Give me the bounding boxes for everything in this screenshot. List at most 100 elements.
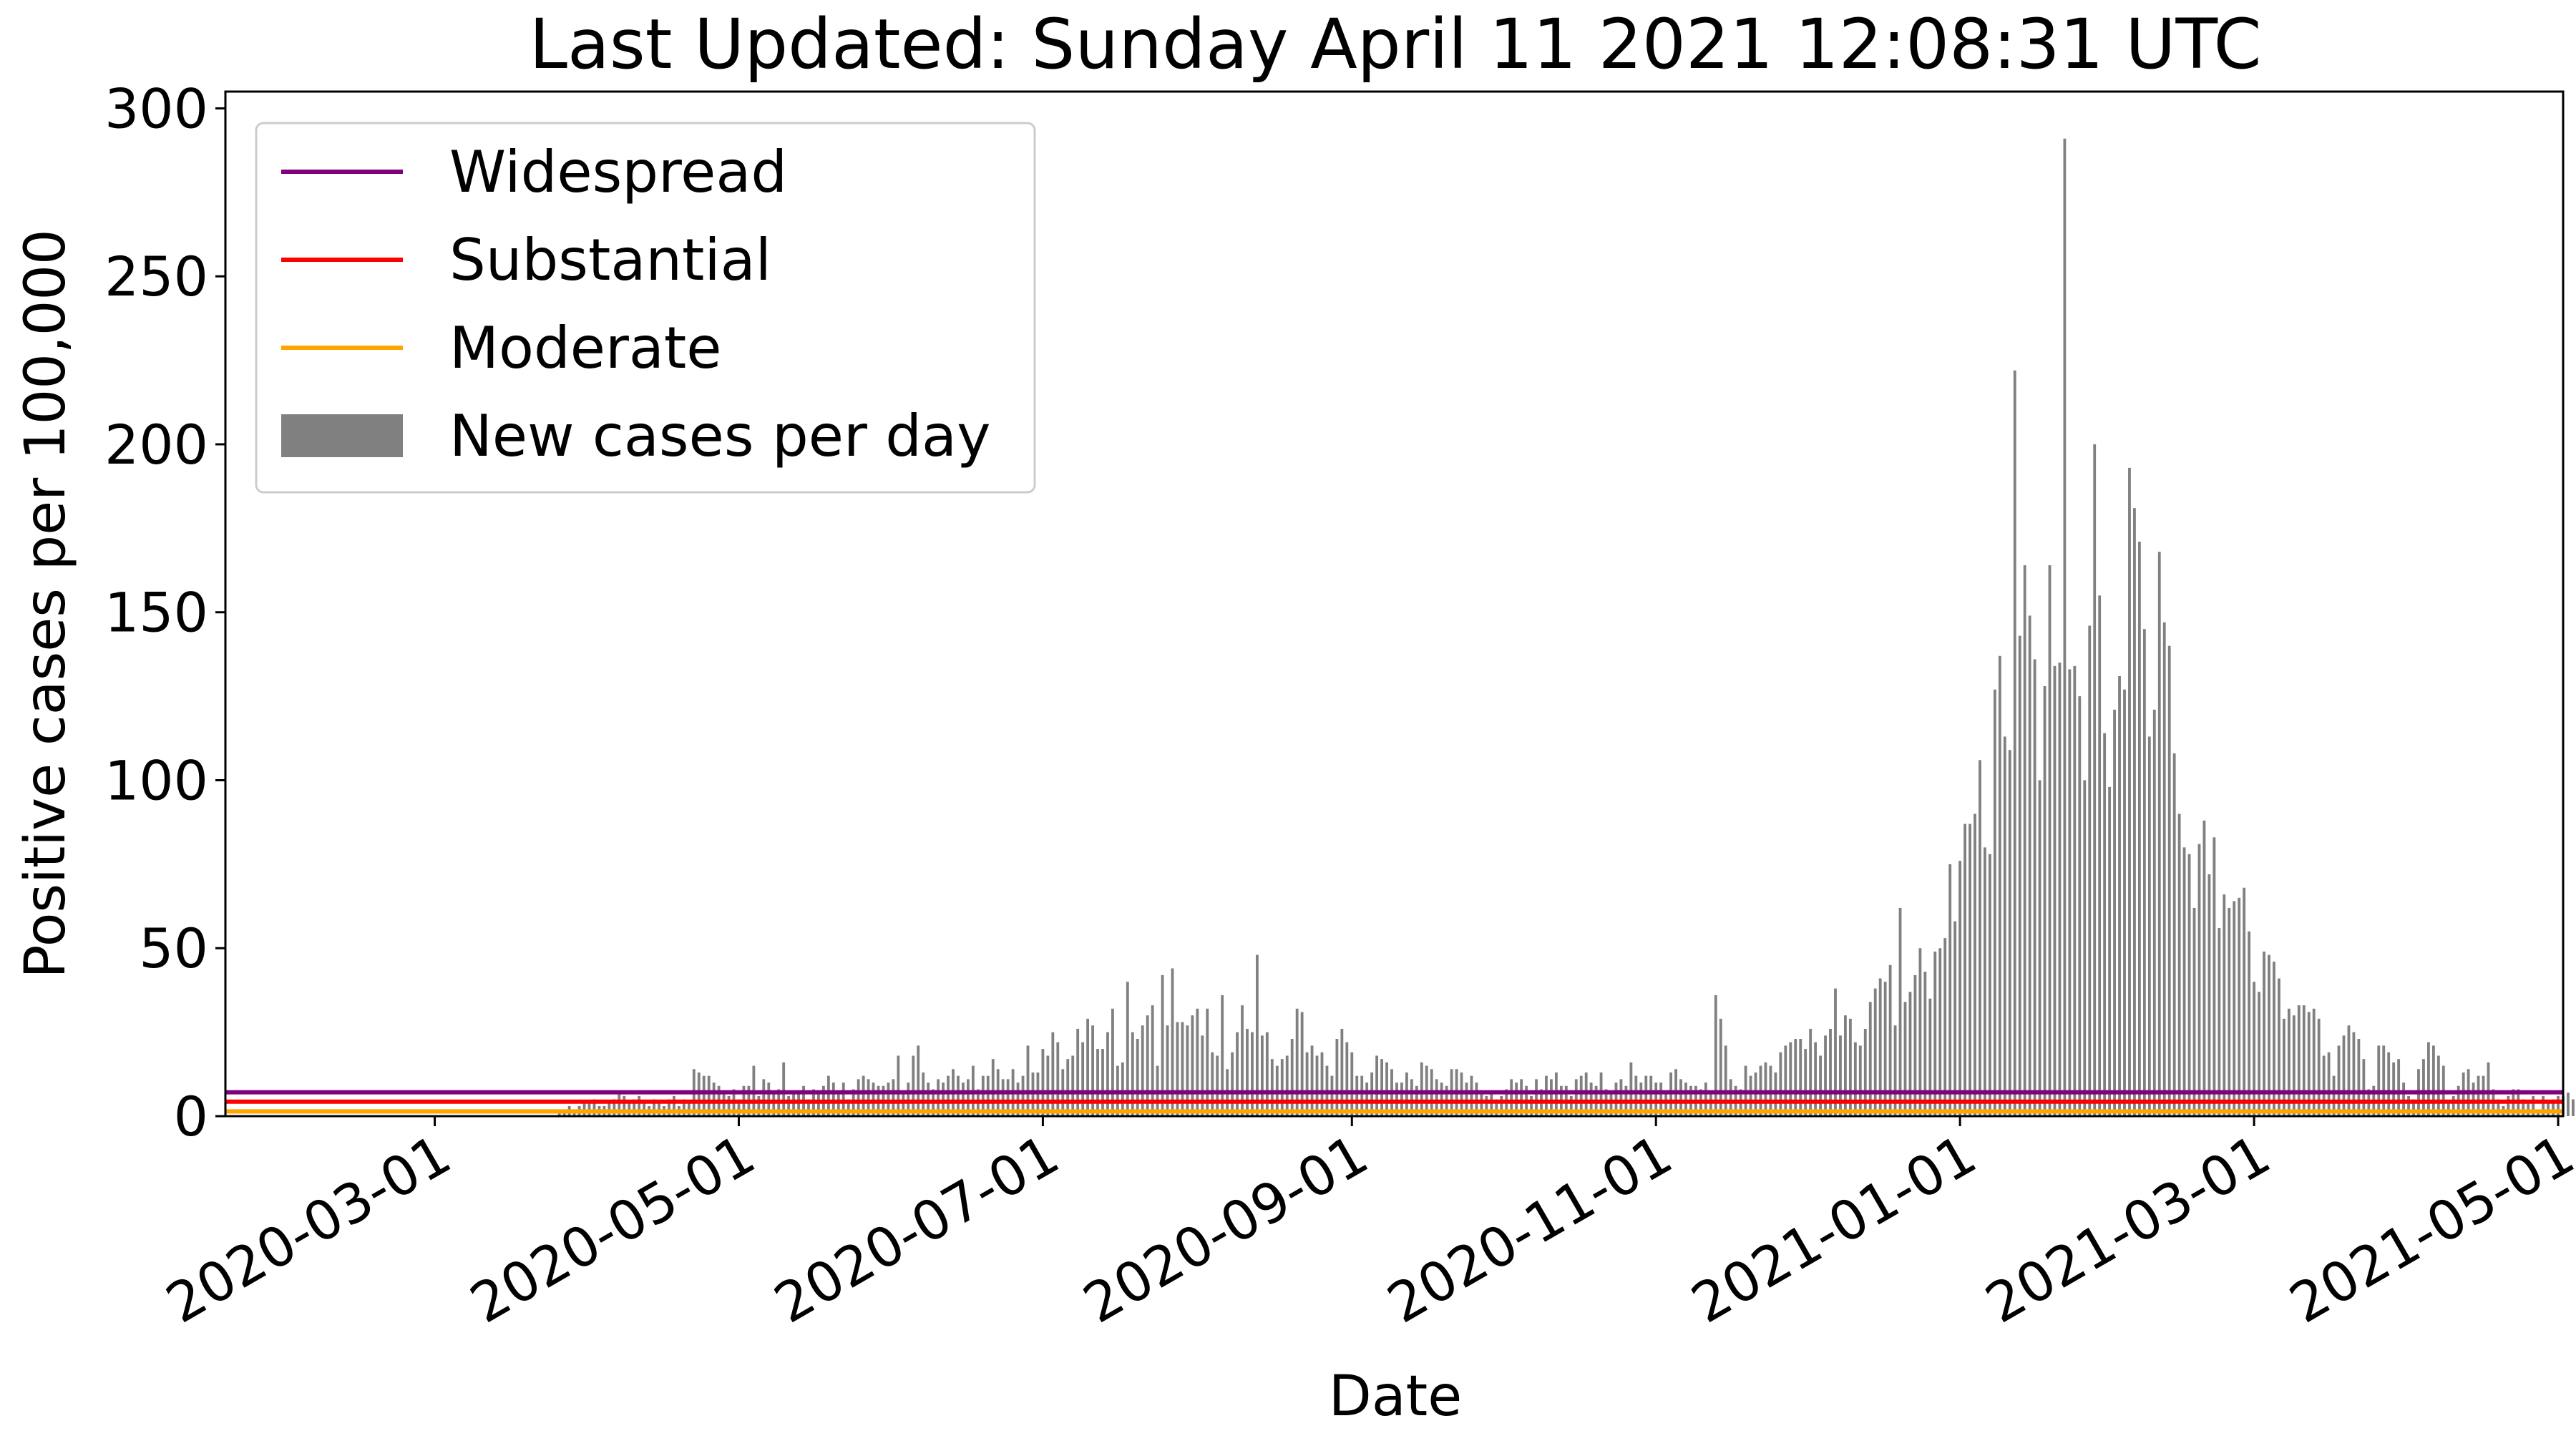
bar <box>2172 753 2176 1116</box>
bar <box>807 1099 810 1116</box>
bar <box>912 1055 915 1116</box>
bar <box>1131 1032 1134 1116</box>
bar <box>1485 1095 1488 1116</box>
bar <box>1704 1083 1707 1116</box>
bar <box>792 1093 796 1116</box>
bar <box>1789 1042 1792 1116</box>
bar <box>1515 1083 1518 1116</box>
bar <box>1265 1032 1269 1116</box>
bar <box>1659 1083 1663 1116</box>
bar <box>817 1093 820 1116</box>
bar <box>902 1093 905 1116</box>
bar <box>613 1099 616 1116</box>
bar <box>1953 921 1957 1116</box>
bar <box>2532 1095 2535 1116</box>
bar <box>772 1093 776 1116</box>
bar <box>2243 887 2246 1116</box>
bar <box>1868 1002 1872 1116</box>
bar <box>2357 1039 2361 1116</box>
bar <box>653 1099 655 1116</box>
bar <box>907 1083 910 1116</box>
bar <box>2147 736 2151 1116</box>
bar <box>1963 824 1967 1116</box>
bar <box>2093 444 2097 1116</box>
bar <box>2197 844 2201 1116</box>
bar <box>2487 1062 2490 1116</box>
bar <box>942 1083 945 1116</box>
bar <box>1310 1045 1314 1116</box>
bar <box>2023 565 2026 1116</box>
legend-patch-new-cases-per-day <box>281 414 403 457</box>
bar <box>1888 964 1892 1116</box>
bar <box>2078 696 2082 1116</box>
bar <box>1664 1093 1668 1116</box>
bar <box>1918 948 1922 1116</box>
bar <box>1071 1055 1075 1116</box>
bar <box>1006 1079 1010 1116</box>
bar <box>1679 1079 1682 1116</box>
bar <box>2228 907 2231 1116</box>
bar <box>712 1083 716 1116</box>
bar <box>1001 1079 1005 1116</box>
bar <box>1420 1062 1423 1116</box>
bar <box>1350 1052 1354 1116</box>
bar <box>782 1062 786 1116</box>
bar <box>831 1083 835 1116</box>
bar <box>2278 978 2280 1116</box>
bar <box>1853 1042 1857 1116</box>
bar <box>1784 1045 1787 1116</box>
bar <box>618 1093 621 1116</box>
bar <box>862 1075 865 1116</box>
bar <box>1121 1062 1124 1116</box>
bar <box>2048 565 2051 1116</box>
bar <box>1166 1025 1169 1116</box>
bar <box>2436 1055 2440 1116</box>
bar <box>1051 1032 1055 1116</box>
bar <box>2522 1099 2525 1116</box>
bar <box>1545 1075 1548 1116</box>
bar <box>1440 1083 1443 1116</box>
bar <box>2567 1093 2570 1116</box>
bar <box>1470 1075 1473 1116</box>
bar <box>1913 974 1917 1116</box>
bar <box>1629 1062 1633 1116</box>
bar <box>1475 1083 1478 1116</box>
bar <box>991 1059 995 1116</box>
y-tick-label: 50 <box>139 917 208 980</box>
bar <box>668 1099 670 1116</box>
bar <box>1574 1079 1578 1116</box>
bar <box>2157 552 2161 1116</box>
legend-box <box>255 122 1036 494</box>
bar <box>1824 1035 1827 1116</box>
bar <box>1550 1079 1553 1116</box>
bar <box>1500 1095 1503 1116</box>
bar <box>1295 1008 1299 1116</box>
bar <box>1998 655 2001 1116</box>
bar <box>1256 954 1259 1116</box>
legend-label-widespread: Widespread <box>449 139 787 205</box>
bar <box>2507 1095 2510 1116</box>
bar <box>2258 992 2260 1116</box>
bar <box>1490 1093 1493 1116</box>
bar <box>2008 750 2011 1116</box>
bar <box>1729 1079 1732 1116</box>
bar <box>1923 972 1927 1116</box>
bar <box>2123 689 2126 1116</box>
bar <box>2043 686 2046 1116</box>
bar <box>2402 1083 2406 1116</box>
bar <box>2167 645 2171 1116</box>
bar <box>1056 1042 1060 1116</box>
bar <box>1804 1049 1807 1116</box>
bar <box>722 1093 726 1116</box>
bar <box>1684 1083 1687 1116</box>
bar <box>2342 1035 2346 1116</box>
bar <box>1535 1079 1538 1116</box>
bar <box>1161 974 1164 1116</box>
bar <box>1111 1008 1114 1116</box>
bar <box>892 1079 895 1116</box>
bar <box>1989 854 1991 1116</box>
bar <box>2053 665 2057 1116</box>
bar <box>857 1079 860 1116</box>
bar <box>1285 1055 1289 1116</box>
bar <box>2268 954 2270 1116</box>
